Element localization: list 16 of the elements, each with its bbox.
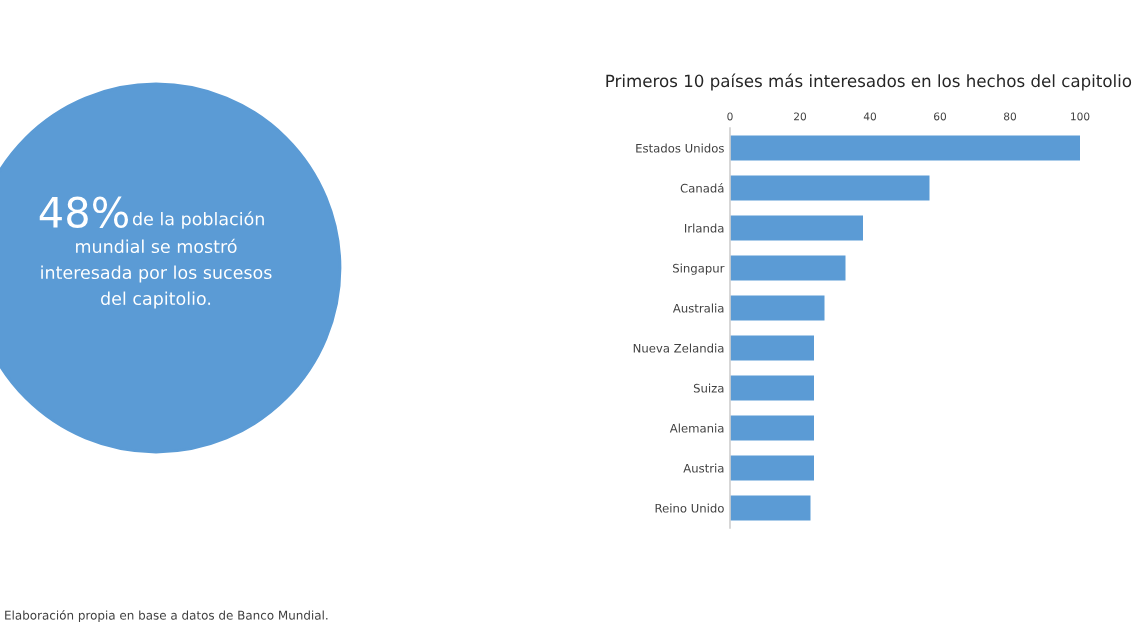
- bar: [730, 495, 811, 521]
- bar: [730, 215, 863, 241]
- chart-title: Primeros 10 países más interesados en los hechos del capitolio: [606, 73, 1132, 91]
- text: interesada por los sucesos: [41, 265, 272, 283]
- bar: [730, 375, 814, 401]
- bar: [730, 255, 846, 281]
- bar: [730, 295, 825, 321]
- bar: [730, 175, 930, 201]
- text: 48%: [39, 196, 129, 229]
- text: de la población: [132, 211, 264, 229]
- bar: [730, 415, 814, 441]
- text: del capitolio.: [101, 291, 211, 309]
- text: mundial se mostró: [76, 238, 237, 254]
- bar: [730, 455, 814, 481]
- bar: [730, 335, 814, 361]
- bar: [730, 135, 1080, 161]
